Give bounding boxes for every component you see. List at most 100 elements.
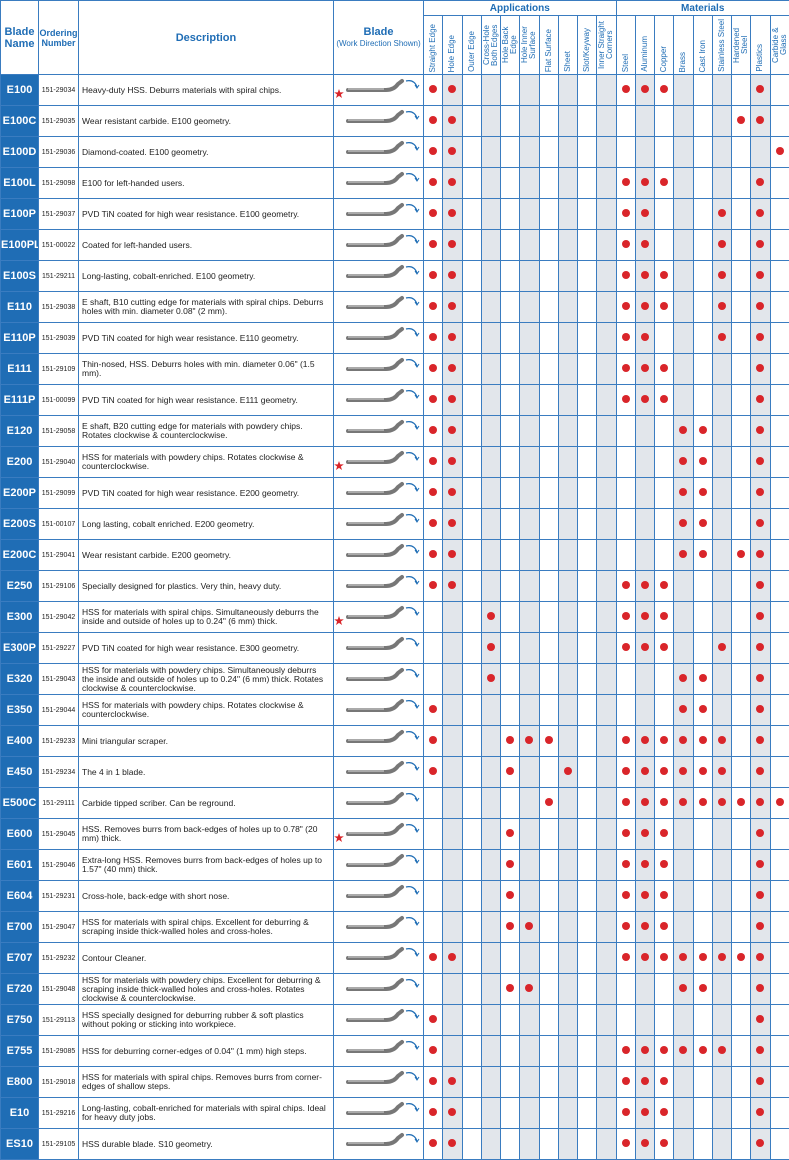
indicator-cell xyxy=(578,943,597,974)
indicator xyxy=(640,239,650,249)
indicator-cell xyxy=(520,199,539,230)
blade-name: E110P xyxy=(1,323,39,354)
indicator xyxy=(486,673,496,683)
indicator xyxy=(659,1107,669,1117)
indicator-cell xyxy=(481,850,500,881)
indicator-cell xyxy=(481,757,500,788)
indicator-cell xyxy=(520,912,539,943)
indicator-dot xyxy=(622,922,630,930)
indicator-dot xyxy=(641,1108,649,1116)
indicator-cell xyxy=(462,292,481,323)
ordering-number: 151-29034 xyxy=(39,75,79,106)
column-header: Plastics xyxy=(751,16,770,75)
indicator-cell xyxy=(655,1036,674,1067)
indicator-cell xyxy=(539,633,558,664)
indicator-cell xyxy=(693,509,712,540)
indicator-dot xyxy=(756,116,764,124)
indicator xyxy=(640,642,650,652)
indicator-cell xyxy=(655,1005,674,1036)
indicator-cell xyxy=(597,447,616,478)
indicator-cell xyxy=(712,664,731,695)
blade-drawing xyxy=(334,1005,422,1030)
indicator-cell xyxy=(520,106,539,137)
indicator-cell xyxy=(751,75,770,106)
blade-name: E500C xyxy=(1,788,39,819)
indicator-cell xyxy=(616,1036,635,1067)
indicator-cell xyxy=(443,633,462,664)
blade-name: E300 xyxy=(1,602,39,633)
indicator-cell xyxy=(655,292,674,323)
indicator-cell xyxy=(732,881,751,912)
indicator-dot xyxy=(679,767,687,775)
ordering-number: 151-29036 xyxy=(39,137,79,168)
indicator-cell xyxy=(443,261,462,292)
indicator-cell xyxy=(616,850,635,881)
indicator xyxy=(640,270,650,280)
description: PVD TiN coated for high wear resistance.… xyxy=(79,633,334,664)
indicator-cell xyxy=(462,137,481,168)
indicator xyxy=(447,301,457,311)
indicator-cell xyxy=(751,416,770,447)
indicator-cell xyxy=(578,323,597,354)
indicator xyxy=(717,735,727,745)
indicator-cell xyxy=(539,385,558,416)
description: Extra-long HSS. Removes burrs from back-… xyxy=(79,850,334,881)
indicator-cell xyxy=(481,354,500,385)
indicator-cell xyxy=(597,75,616,106)
description: Wear resistant carbide. E100 geometry. xyxy=(79,106,334,137)
indicator xyxy=(659,890,669,900)
indicator-dot xyxy=(641,736,649,744)
indicator-dot xyxy=(756,798,764,806)
description: Heavy-duty HSS. Deburrs materials with s… xyxy=(79,75,334,106)
indicator-cell xyxy=(655,788,674,819)
indicator-dot xyxy=(756,674,764,682)
blade-drawing xyxy=(334,261,422,286)
blade-name: E10 xyxy=(1,1098,39,1129)
indicator-cell xyxy=(462,106,481,137)
indicator-cell xyxy=(558,137,577,168)
indicator-dot xyxy=(756,953,764,961)
column-header-text: Straight Edge xyxy=(429,24,437,72)
star-icon xyxy=(334,616,344,625)
indicator xyxy=(640,363,650,373)
indicator-cell xyxy=(616,385,635,416)
indicator-cell xyxy=(520,1067,539,1098)
header-blade-name: Blade Name xyxy=(1,1,39,75)
indicator-cell xyxy=(693,168,712,199)
indicator-cell xyxy=(635,1005,654,1036)
description: PVD TiN coated for high wear resistance.… xyxy=(79,478,334,509)
indicator xyxy=(640,1076,650,1086)
indicator-cell xyxy=(462,974,481,1005)
indicator xyxy=(755,797,765,807)
indicator xyxy=(775,797,785,807)
indicator-cell xyxy=(501,912,520,943)
indicator-cell xyxy=(635,261,654,292)
indicator-dot xyxy=(429,767,437,775)
indicator-cell xyxy=(558,664,577,695)
indicator-cell xyxy=(635,602,654,633)
indicator-cell xyxy=(443,571,462,602)
indicator-cell xyxy=(693,292,712,323)
indicator xyxy=(505,890,515,900)
indicator-cell xyxy=(424,509,443,540)
blade-name: E120 xyxy=(1,416,39,447)
indicator-dot xyxy=(641,860,649,868)
indicator-cell xyxy=(674,726,693,757)
indicator-cell xyxy=(674,1036,693,1067)
blade-name: E100S xyxy=(1,261,39,292)
indicator xyxy=(447,84,457,94)
column-header-text: Sheet xyxy=(564,51,572,72)
indicator-cell xyxy=(693,974,712,1005)
indicator-cell xyxy=(693,1129,712,1160)
indicator-dot xyxy=(429,364,437,372)
ordering-number: 151-29231 xyxy=(39,881,79,912)
indicator-dot xyxy=(699,674,707,682)
indicator-cell xyxy=(732,540,751,571)
blade-name: E100L xyxy=(1,168,39,199)
blade-drawing xyxy=(334,974,422,999)
indicator-cell xyxy=(443,385,462,416)
blade-name: E600 xyxy=(1,819,39,850)
